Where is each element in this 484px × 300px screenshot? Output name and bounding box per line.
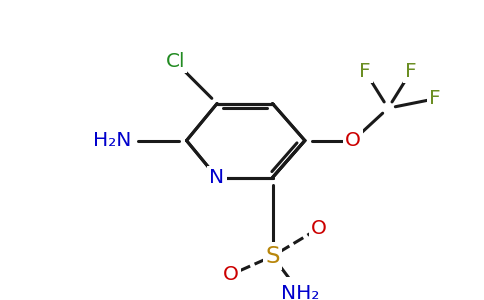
Text: F: F: [428, 89, 440, 108]
Text: S: S: [265, 244, 280, 268]
Text: Cl: Cl: [166, 52, 185, 71]
Text: O: O: [311, 219, 327, 238]
Text: O: O: [345, 131, 361, 150]
Text: N: N: [210, 168, 225, 187]
Text: O: O: [223, 265, 239, 284]
Text: NH₂: NH₂: [281, 284, 319, 300]
Text: F: F: [406, 62, 417, 81]
Text: H₂N: H₂N: [92, 131, 131, 150]
Text: F: F: [359, 62, 371, 81]
